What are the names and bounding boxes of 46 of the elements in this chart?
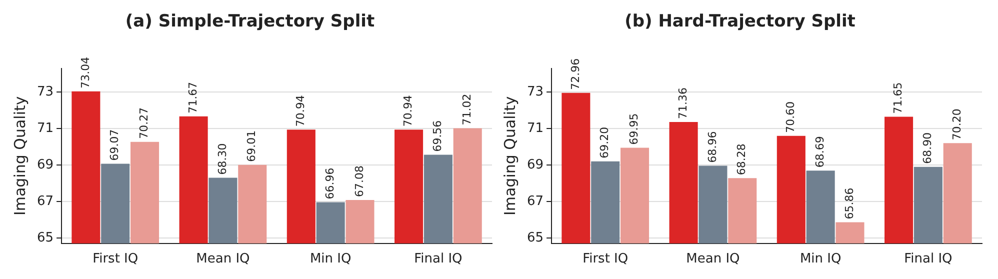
data-label: 72.96 xyxy=(568,58,582,90)
data-label: 69.20 xyxy=(598,126,612,158)
data-label: 69.01 xyxy=(245,130,258,162)
chart-title: (a) Simple-Trajectory Split xyxy=(125,12,375,32)
data-label: 71.36 xyxy=(676,87,690,119)
data-label: 70.94 xyxy=(294,95,308,127)
y-axis-title: Imaging Quality xyxy=(10,96,29,216)
x-tick-label: Min IQ xyxy=(800,252,842,267)
data-label: 70.60 xyxy=(784,101,798,133)
data-label: 71.67 xyxy=(186,82,200,114)
y-tick-label: 67 xyxy=(36,194,54,209)
x-tick-label: Min IQ xyxy=(310,252,352,267)
data-label: 68.90 xyxy=(921,132,934,164)
data-label: 68.96 xyxy=(706,131,719,163)
data-label: 68.30 xyxy=(216,143,229,175)
x-tick-label: First IQ xyxy=(582,252,628,267)
y-tick-label: 73 xyxy=(526,84,544,100)
y-tick-label: 65 xyxy=(526,230,544,246)
data-label: 70.20 xyxy=(950,108,964,140)
data-label: 66.96 xyxy=(323,168,336,200)
data-label: 69.95 xyxy=(628,113,641,145)
data-label: 69.56 xyxy=(431,120,444,152)
y-tick-label: 71 xyxy=(526,120,544,136)
data-label: 65.86 xyxy=(842,188,856,220)
data-label: 69.07 xyxy=(108,129,122,161)
data-label: 70.94 xyxy=(402,95,415,127)
y-tick-label: 69 xyxy=(36,157,54,172)
data-label: 73.04 xyxy=(78,56,92,88)
y-tick-label: 71 xyxy=(36,120,54,136)
x-tick-label: Final IQ xyxy=(904,252,952,267)
y-tick-label: 65 xyxy=(36,230,54,246)
x-tick-label: Mean IQ xyxy=(196,252,250,267)
data-label: 71.65 xyxy=(892,82,905,114)
data-label: 71.02 xyxy=(460,94,474,126)
x-tick-label: Final IQ xyxy=(414,252,462,267)
x-tick-label: First IQ xyxy=(92,252,138,267)
y-tick-label: 69 xyxy=(526,157,544,172)
x-tick-label: Mean IQ xyxy=(686,252,740,267)
data-label: 70.27 xyxy=(138,107,151,139)
chart-title: (b) Hard-Trajectory Split xyxy=(624,12,856,32)
data-label: 68.69 xyxy=(813,136,826,168)
y-axis-title: Imaging Quality xyxy=(500,96,519,216)
data-label: 68.28 xyxy=(735,144,748,176)
y-tick-label: 67 xyxy=(526,194,544,209)
data-label: 67.08 xyxy=(352,166,366,198)
y-tick-label: 73 xyxy=(36,84,54,100)
